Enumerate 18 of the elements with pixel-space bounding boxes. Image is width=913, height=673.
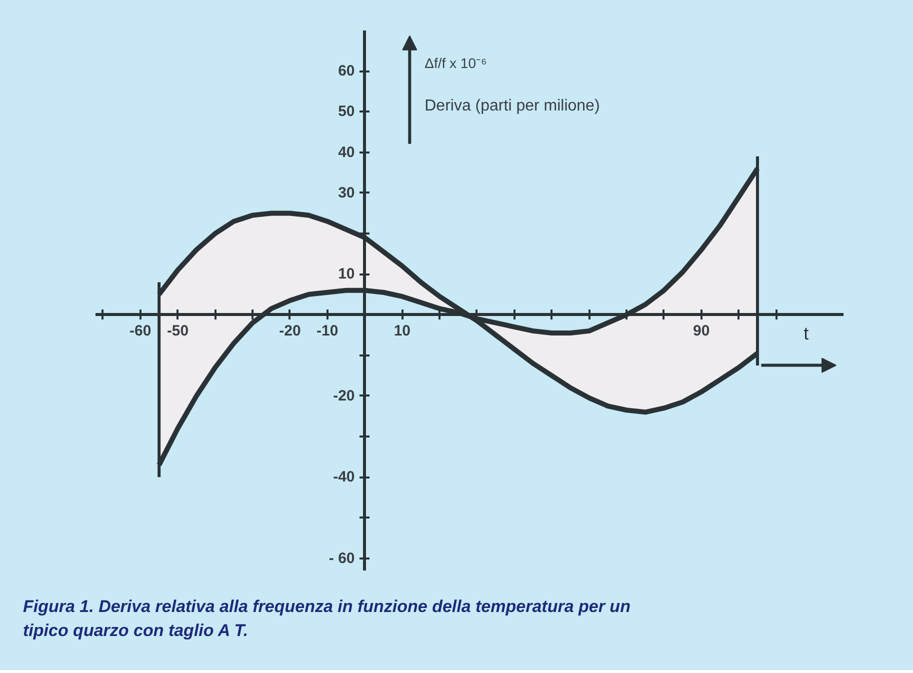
x-tick-label: -20 xyxy=(279,322,301,340)
y-tick-label: 30 xyxy=(338,184,355,202)
x-tick-label: 90 xyxy=(693,322,710,340)
y-tick-label: 50 xyxy=(338,103,355,120)
x-tick-label: 10 xyxy=(394,322,411,340)
annotation: Deriva (parti per milione) xyxy=(424,98,600,115)
y-tick-label: -20 xyxy=(333,387,355,404)
x-tick-label: -60 xyxy=(130,322,152,340)
y-tick-label: 60 xyxy=(338,62,355,80)
y-tick-label: 40 xyxy=(338,144,355,161)
x-tick-label: -50 xyxy=(166,322,189,340)
text: Figura 1. Deriva relativa alla frequenza in funzione della temperatura per un tipico quarzo con taglio A T. xyxy=(23,596,632,642)
y-tick-label: -40 xyxy=(333,468,355,486)
y-axis-title: Δf/f x 10⁻⁶ xyxy=(424,54,487,71)
y-tick-label: - 60 xyxy=(328,550,355,567)
x-axis-title: t xyxy=(804,324,809,344)
y-tick-label: 10 xyxy=(338,266,355,283)
x-tick-label: -10 xyxy=(316,322,338,340)
